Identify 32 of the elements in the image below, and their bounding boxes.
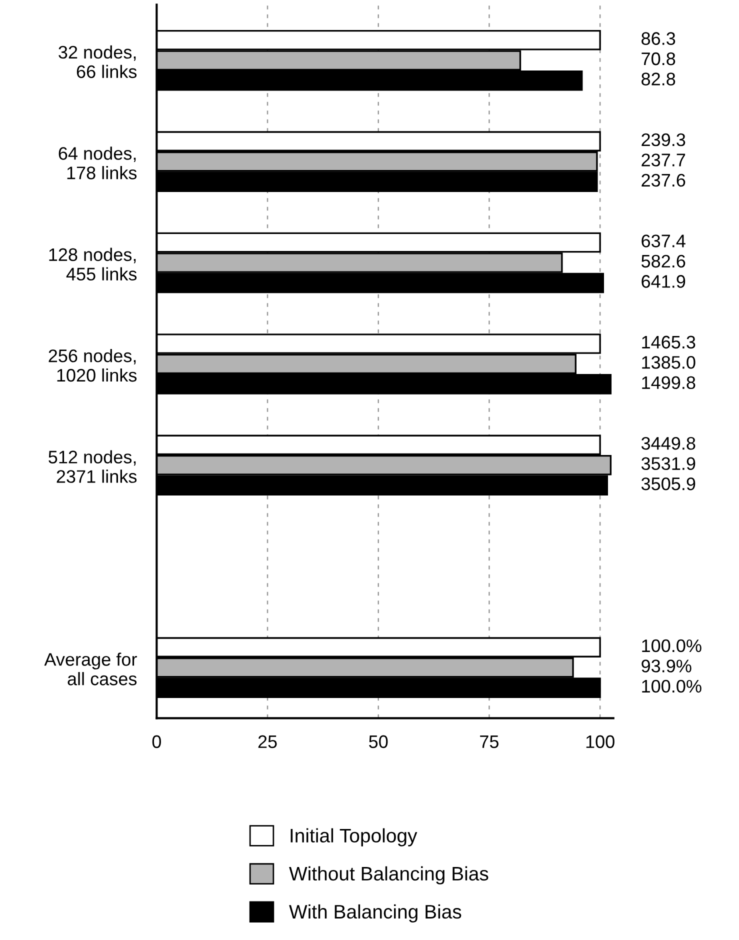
x-tick-label: 25 <box>258 735 277 748</box>
y-tick-label: 64 nodes, 178 links <box>58 146 137 180</box>
legend-label: Initial Topology <box>290 828 418 846</box>
text: 637.4 <box>642 234 686 248</box>
text: 582.6 <box>641 254 686 268</box>
y-tick-label: 32 nodes, 66 links <box>58 45 137 78</box>
legend-label: Without Balancing Bias <box>289 866 488 884</box>
y-tick-label: 128 nodes, 455 links <box>49 248 137 281</box>
legend-label: With Balancing Bias <box>289 904 462 922</box>
text: 86.3 <box>642 32 676 45</box>
y-tick-label: 512 nodes, 2371 links <box>48 450 137 483</box>
text: 93.9% <box>642 660 692 672</box>
text: 3531.9 <box>641 457 696 470</box>
text: 82.8 <box>642 72 676 86</box>
text: 3449.8 <box>641 436 696 450</box>
x-tick-label: 75 <box>480 735 499 748</box>
x-tick-label: 0 <box>152 735 161 748</box>
text: 237.7 <box>642 154 686 166</box>
text: 237.6 <box>642 174 686 187</box>
text: 1385.0 <box>642 356 696 369</box>
text: 100.0% <box>642 639 702 652</box>
x-tick-label: 100 <box>586 735 614 748</box>
x-tick-label: 50 <box>369 735 388 748</box>
text: 1499.8 <box>642 376 696 390</box>
text: 70.8 <box>642 52 676 66</box>
text: 1465.3 <box>642 336 696 349</box>
text: 3505.9 <box>641 477 696 490</box>
text: 100.0% <box>642 680 702 693</box>
y-tick-label: Average for all cases <box>44 652 137 686</box>
y-tick-label: 256 nodes, 1020 links <box>48 349 137 382</box>
text: 641.9 <box>642 275 686 288</box>
text: 239.3 <box>642 133 686 146</box>
